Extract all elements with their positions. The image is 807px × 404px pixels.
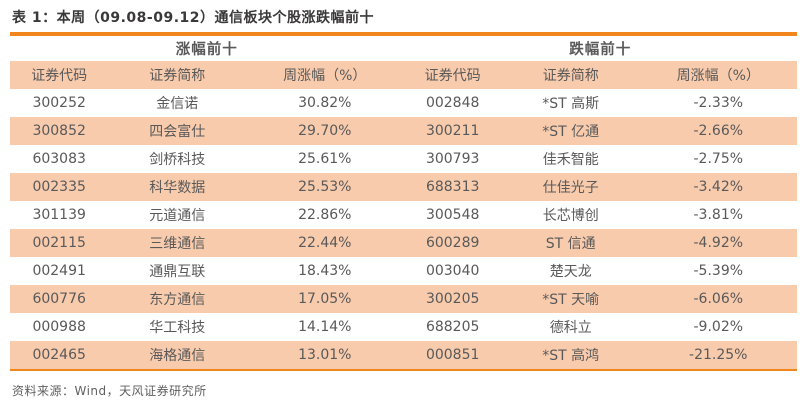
- cell-name: *ST 高鸿: [542, 348, 600, 364]
- cell-pct: -3.81%: [693, 207, 744, 223]
- cell-name: 金信诺: [156, 96, 199, 112]
- cell-code: 300211: [425, 123, 480, 139]
- title-underline: [10, 32, 797, 36]
- table-row: 603083 剑桥科技 25.61% 300793 佳禾智能 -2.75%: [10, 145, 797, 173]
- cell-name: 四会富仕: [149, 124, 206, 140]
- table-row: 300852 四会富仕 29.70% 300211 *ST 亿通 -2.66%: [10, 117, 797, 145]
- cell-pct: -2.66%: [693, 123, 744, 139]
- cell-pct: 25.61%: [298, 151, 352, 167]
- cell-code: 002465: [32, 347, 86, 363]
- cell-code: 300205: [425, 291, 480, 307]
- source-note: 资料来源：Wind，天风证券研究所: [12, 384, 207, 398]
- table-row: 002491 通鼎互联 18.43% 003040 楚天龙 -5.39%: [10, 257, 797, 285]
- cell-code: 002848: [425, 95, 480, 111]
- table-title: 表 1：本周（09.08-09.12）通信板块个股涨跌幅前十: [12, 10, 374, 26]
- cell-name: 剑桥科技: [149, 152, 206, 168]
- cell-code: 002491: [32, 263, 86, 279]
- cell-name: 佳禾智能: [542, 152, 599, 168]
- cell-pct: -9.02%: [693, 319, 744, 335]
- cell-pct: -3.42%: [693, 179, 744, 195]
- column-header-pct-right: 周涨幅（%）: [676, 68, 760, 84]
- cell-pct: 13.01%: [298, 347, 352, 363]
- table-row: 000988 华工科技 14.14% 688205 德科立 -9.02%: [10, 313, 797, 341]
- cell-name: 仕佳光子: [542, 180, 599, 196]
- column-header-name-right: 证券简称: [542, 68, 599, 84]
- cell-name: 楚天龙: [549, 264, 592, 280]
- cell-code: 000988: [32, 319, 86, 335]
- table-row: 600776 东方通信 17.05% 300205 *ST 天喻 -6.06%: [10, 285, 797, 313]
- cell-name: 长芯博创: [542, 208, 599, 224]
- section-header-row: 涨幅前十 跌幅前十: [10, 36, 797, 61]
- cell-pct: -2.33%: [693, 95, 744, 111]
- cell-code: 300252: [32, 95, 86, 111]
- column-header-code-left: 证券代码: [31, 68, 88, 84]
- table-body: 300252 金信诺 30.82% 002848 *ST 高斯 -2.33% 300852 四…: [10, 89, 797, 369]
- cell-name: 元道通信: [149, 208, 206, 224]
- cell-pct: -4.92%: [693, 235, 744, 251]
- cell-pct: -5.39%: [693, 263, 744, 279]
- cell-code: 300548: [425, 207, 480, 223]
- cell-code: 688205: [425, 319, 480, 335]
- table-row: 002335 科华数据 25.53% 688313 仕佳光子 -3.42%: [10, 173, 797, 201]
- cell-pct: 22.44%: [298, 235, 352, 251]
- cell-name: 科华数据: [149, 180, 206, 196]
- table-row: 002115 三维通信 22.44% 600289 ST 信通 -4.92%: [10, 229, 797, 257]
- cell-name: 德科立: [549, 320, 592, 336]
- cell-code: 301139: [32, 207, 86, 223]
- cell-code: 603083: [32, 151, 86, 167]
- section-gainers-label: 涨幅前十: [175, 42, 238, 58]
- table-row: 301139 元道通信 22.86% 300548 长芯博创 -3.81%: [10, 201, 797, 229]
- cell-code: 600289: [425, 235, 480, 251]
- cell-name: *ST 亿通: [542, 124, 600, 140]
- column-header-pct-left: 周涨幅（%）: [283, 68, 367, 84]
- cell-code: 300852: [32, 123, 86, 139]
- cell-code: 002115: [32, 235, 86, 251]
- cell-name: 华工科技: [149, 320, 206, 336]
- cell-pct: 25.53%: [298, 179, 352, 195]
- cell-name: 通鼎互联: [149, 264, 206, 280]
- cell-pct: 17.05%: [298, 291, 352, 307]
- cell-pct: 22.86%: [298, 207, 352, 223]
- table-bottom-rule: [10, 369, 797, 371]
- column-header-name-left: 证券简称: [149, 68, 206, 84]
- cell-pct: 18.43%: [298, 263, 352, 279]
- cell-name: *ST 高斯: [542, 96, 600, 112]
- column-header-row: 证券代码 证券简称 周涨幅（%） 证券代码 证券简称 周涨幅（%）: [10, 61, 797, 89]
- cell-code: 000851: [425, 347, 480, 363]
- cell-name: 三维通信: [149, 236, 206, 252]
- cell-name: *ST 天喻: [542, 292, 600, 308]
- cell-pct: -2.75%: [693, 151, 744, 167]
- table-row: 300252 金信诺 30.82% 002848 *ST 高斯 -2.33%: [10, 89, 797, 117]
- column-header-code-right: 证券代码: [424, 68, 481, 84]
- cell-name: ST 信通: [545, 236, 596, 252]
- cell-pct: 14.14%: [298, 319, 352, 335]
- cell-name: 东方通信: [149, 292, 206, 308]
- cell-code: 002335: [32, 179, 86, 195]
- cell-pct: -21.25%: [689, 347, 748, 363]
- cell-code: 600776: [32, 291, 86, 307]
- cell-pct: 30.82%: [298, 95, 352, 111]
- table-row: 002465 海格通信 13.01% 000851 *ST 高鸿 -21.25%: [10, 341, 797, 369]
- cell-pct: -6.06%: [693, 291, 744, 307]
- cell-code: 300793: [425, 151, 480, 167]
- section-losers-label: 跌幅前十: [569, 42, 632, 58]
- cell-pct: 29.70%: [298, 123, 352, 139]
- cell-code: 688313: [425, 179, 480, 195]
- cell-code: 003040: [425, 263, 480, 279]
- cell-name: 海格通信: [149, 348, 206, 364]
